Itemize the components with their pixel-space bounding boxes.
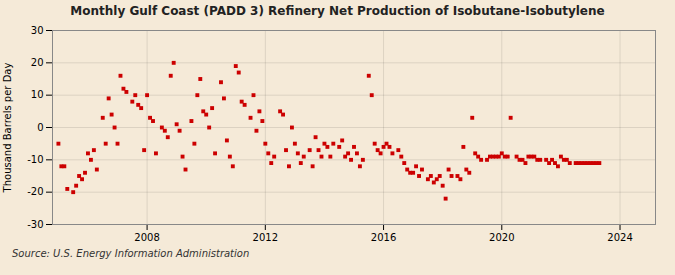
svg-text:2008: 2008 — [134, 232, 159, 243]
svg-text:2012: 2012 — [253, 232, 278, 243]
svg-text:10: 10 — [31, 89, 44, 100]
html-text:Monthly Gulf Coast (PADD 3) Re: Monthly Gulf Coast (PADD 3) Refinery Net… — [70, 4, 605, 18]
svg-text:2024: 2024 — [607, 232, 632, 243]
svg-text:30: 30 — [31, 25, 44, 36]
svg-text:2016: 2016 — [371, 232, 396, 243]
svg-text:20: 20 — [31, 57, 44, 68]
svg-text:-10: -10 — [27, 154, 43, 165]
svg-text:0: 0 — [37, 122, 43, 133]
svg-text:2020: 2020 — [489, 232, 514, 243]
svg-text:-20: -20 — [27, 186, 43, 197]
svg-text:Thousand Barrels per Day: Thousand Barrels per Day — [2, 63, 13, 194]
svg-text:-30: -30 — [27, 219, 43, 230]
html-text:Source: U.S. Energy Informatio: Source: U.S. Energy Information Administ… — [12, 248, 250, 259]
